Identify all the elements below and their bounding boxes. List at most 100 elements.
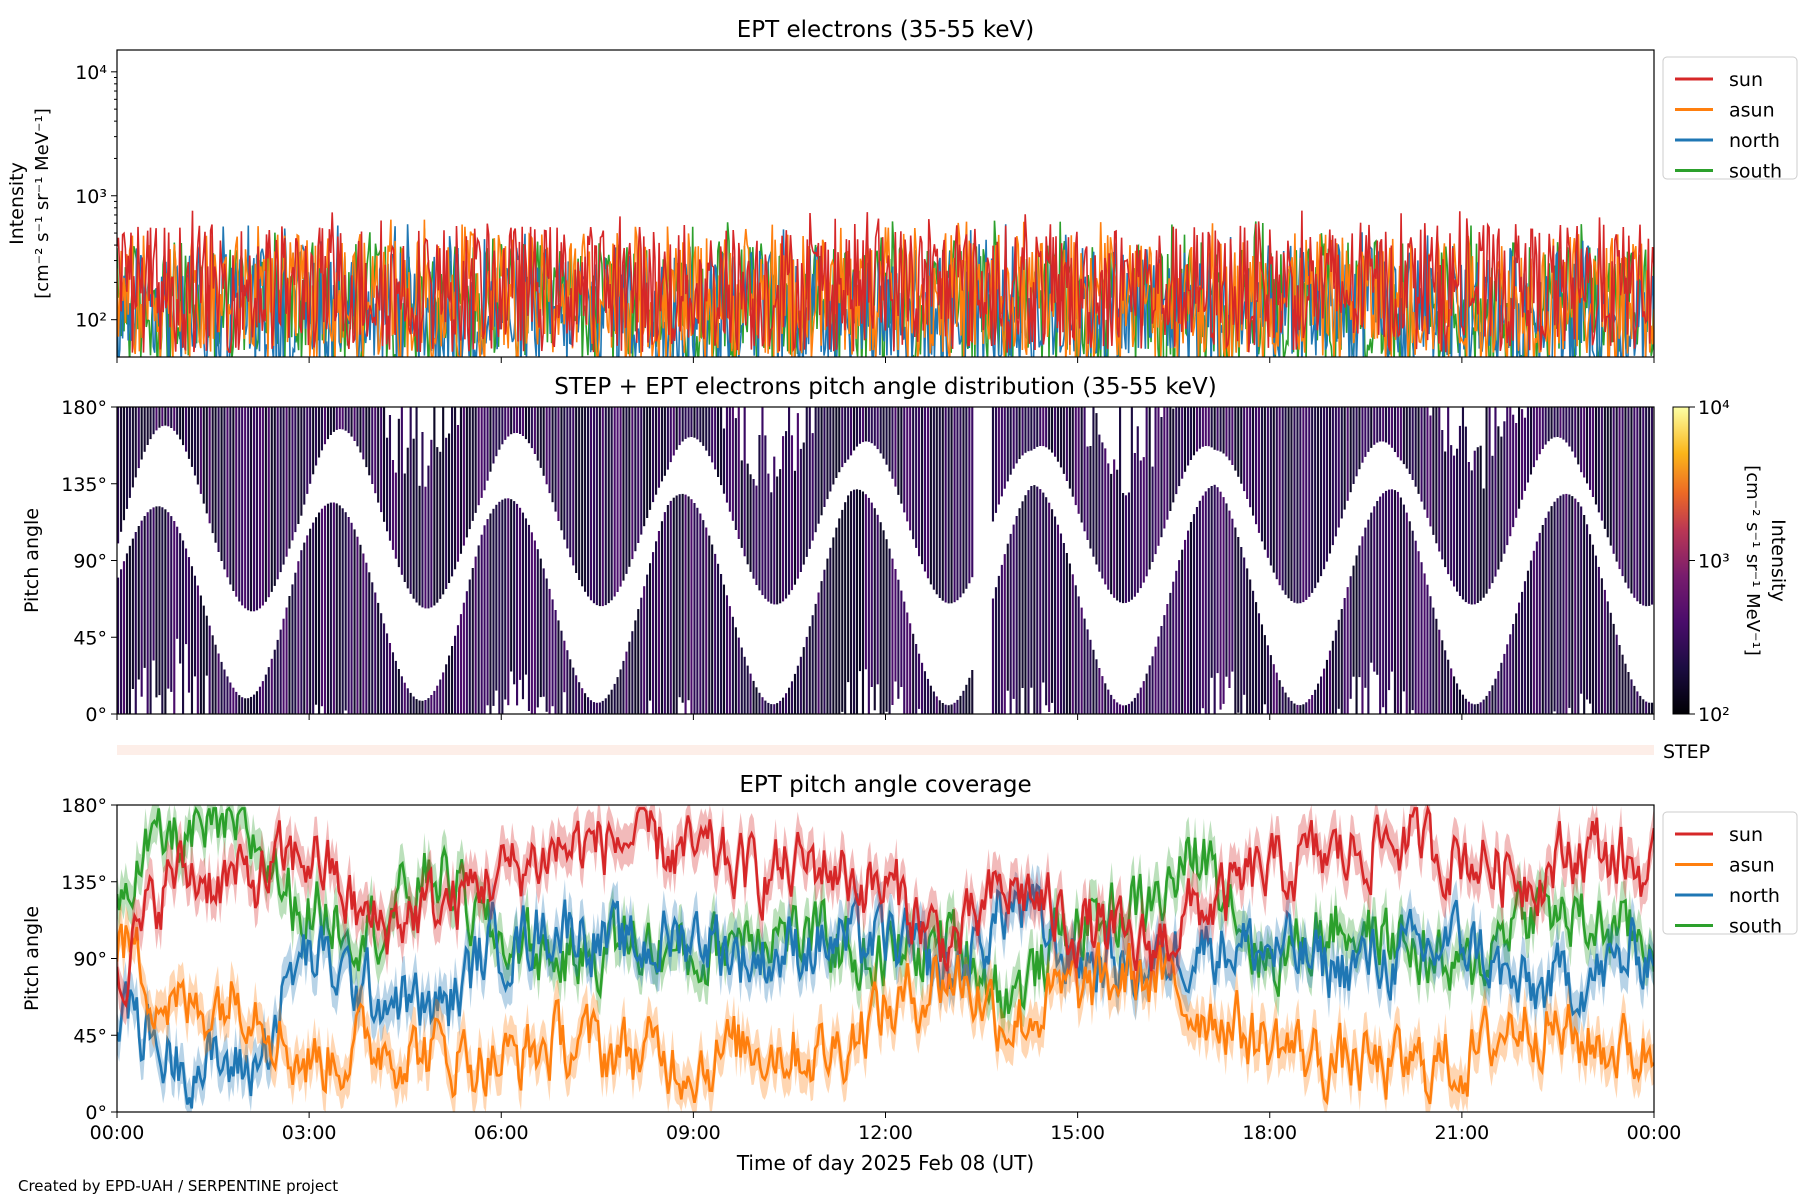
pad-cell — [1133, 697, 1136, 714]
pad-cell — [882, 407, 885, 459]
pad-cell — [1101, 676, 1104, 714]
pad-cell — [143, 407, 146, 452]
pad-cell — [1373, 407, 1376, 445]
pad-cell — [758, 435, 761, 591]
pad-cell — [486, 519, 489, 706]
pad-cell — [1479, 445, 1482, 601]
credit-text: Created by EPD-UAH / SERPENTINE project — [18, 1177, 339, 1195]
pad-cell — [1015, 516, 1018, 714]
pad-cell — [1361, 536, 1364, 714]
pad-cell — [619, 407, 622, 587]
pad-cell — [1458, 425, 1462, 596]
pad-cell — [329, 502, 332, 714]
pad-cell — [474, 407, 477, 513]
legend-box — [1662, 811, 1798, 935]
pad-cell — [1491, 455, 1494, 584]
pad-cell — [1651, 407, 1654, 605]
pad-cell — [1355, 407, 1358, 477]
pad-cell — [1068, 563, 1071, 714]
pad-cell — [120, 407, 123, 532]
pad-cell — [140, 407, 143, 460]
pad-cell — [649, 563, 652, 701]
pad-cell — [208, 407, 211, 524]
pad-cell — [681, 407, 684, 442]
pad-cell — [770, 704, 773, 714]
pad-cell — [1009, 407, 1012, 475]
pad-cell — [146, 512, 149, 714]
pad-cell — [519, 407, 522, 434]
pad-cell — [258, 407, 262, 609]
pad-cell — [622, 660, 625, 714]
pad-cell — [1003, 554, 1006, 714]
pad-cell — [1299, 705, 1302, 714]
pad-cell — [365, 562, 368, 714]
pad-cell — [179, 533, 182, 664]
pad-cell — [498, 501, 501, 714]
pad-cell — [1556, 498, 1559, 714]
pad-cell — [1577, 502, 1580, 714]
pad-cell — [950, 407, 953, 604]
pad-cell — [560, 407, 563, 531]
pad-cell — [793, 673, 797, 714]
colorbar-tick-label: 10² — [1698, 704, 1730, 726]
coverage-legend: sun asun north south — [1662, 811, 1798, 938]
pad-cell — [1068, 407, 1071, 489]
coverage-y-tick-label: 90° — [73, 949, 107, 971]
pad-cell — [776, 703, 779, 714]
pad-cell — [1198, 500, 1201, 714]
pad-cell — [1414, 407, 1417, 487]
pad-cell — [817, 592, 820, 714]
pad-cell — [953, 702, 956, 714]
pad-cell — [1538, 532, 1541, 714]
pad-cell — [1231, 518, 1234, 672]
pad-cell — [1447, 407, 1450, 575]
pad-cell — [1225, 503, 1228, 677]
pad-cell — [1396, 491, 1399, 714]
pad-cell — [542, 568, 545, 697]
pad-cell — [929, 407, 932, 585]
pad-cell — [504, 407, 507, 440]
pad-cell — [465, 407, 468, 538]
pad-cell — [1515, 613, 1518, 714]
pad-cell — [616, 407, 619, 592]
pad-cell — [589, 700, 593, 714]
pad-cell — [1160, 626, 1163, 714]
pad-cell — [347, 517, 350, 714]
pad-cell — [935, 696, 938, 714]
pad-cell — [876, 514, 879, 685]
pad-cell — [1343, 598, 1346, 714]
pad-cell — [1302, 704, 1305, 714]
pad-cell — [722, 428, 726, 494]
pad-cell — [501, 499, 504, 714]
x-axis-label: Time of day 2025 Feb 08 (UT) — [736, 1151, 1034, 1175]
pad-cell — [1163, 615, 1166, 714]
pad-cell — [749, 474, 752, 572]
pad-cell — [489, 407, 492, 472]
pad-cell — [1529, 560, 1533, 714]
pad-cell — [1441, 430, 1444, 560]
pad-cell — [858, 407, 862, 444]
pad-cell — [1334, 630, 1337, 714]
pad-cell — [1278, 680, 1281, 714]
pad-cell — [749, 673, 752, 714]
pad-cell — [1189, 407, 1193, 460]
pad-cell — [643, 407, 646, 527]
pad-cell — [465, 591, 468, 714]
pad-cell — [864, 407, 867, 442]
pad-cell — [1411, 530, 1414, 711]
pad-cell — [1461, 694, 1465, 714]
pad-cell — [1107, 463, 1110, 590]
pad-cell — [1287, 407, 1290, 599]
pad-cell — [826, 558, 829, 714]
pad-cell — [994, 587, 998, 714]
pad-cell — [374, 407, 377, 494]
pad-cell — [232, 407, 235, 591]
pad-cell — [711, 544, 714, 714]
pad-cell — [524, 518, 528, 675]
pad-cell — [944, 704, 947, 714]
pad-cell — [1470, 703, 1473, 714]
pad-cell — [1151, 466, 1154, 562]
pad-cell — [380, 613, 383, 714]
pad-cell — [152, 507, 155, 661]
pad-cell — [1379, 496, 1382, 714]
